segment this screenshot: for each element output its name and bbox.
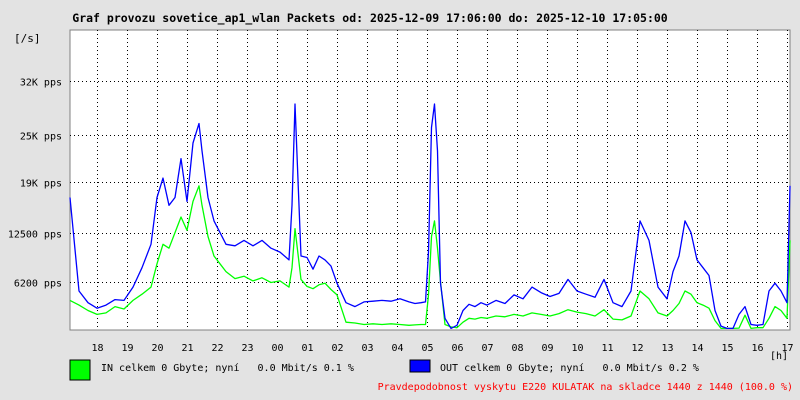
legend-in-swatch [69, 359, 91, 381]
x-tick-label: 22 [211, 343, 223, 354]
y-axis-unit-label: [/s] [14, 32, 41, 45]
series-line-out [69, 103, 791, 330]
x-tick-label: 17 [781, 343, 793, 354]
x-axis-unit-label: [h] [770, 351, 788, 362]
y-tick-labels: 6200 pps 12500 pps 19K pps 25K pps 32K pps [8, 78, 62, 290]
x-tick-label: 14 [691, 343, 703, 354]
x-tick-label: 08 [511, 343, 523, 354]
y-tick-label: 12500 pps [8, 230, 62, 241]
x-tick-label: 23 [241, 343, 253, 354]
y-tick-label: 32K pps [20, 78, 62, 89]
footer-note: Pravdepodobnost vyskytu E220 KULATAK na … [378, 382, 793, 393]
x-tick-label: 07 [481, 343, 493, 354]
x-tick-label: 12 [631, 343, 643, 354]
x-tick-label: 09 [541, 343, 553, 354]
x-tick-label: 00 [271, 343, 283, 354]
x-tick-label: 20 [151, 343, 163, 354]
x-tick-label: 02 [331, 343, 343, 354]
y-tick-label: 25K pps [20, 132, 62, 143]
chart-title: Graf provozu sovetice_ap1_wlan Packets o… [72, 11, 668, 26]
x-tick-label: 10 [571, 343, 583, 354]
x-tick-label: 13 [661, 343, 673, 354]
x-tick-label: 19 [121, 343, 133, 354]
x-tick-label: 21 [181, 343, 193, 354]
x-tick-labels: 18 19 20 21 22 23 00 01 02 03 04 05 06 07 08 09 10 11 12 13… [91, 343, 793, 354]
x-tick-label: 06 [451, 343, 463, 354]
x-tick-label: 11 [601, 343, 613, 354]
series-group [69, 103, 791, 330]
series-line-in [69, 185, 791, 330]
x-tick-label: 15 [721, 343, 733, 354]
y-tick-label: 6200 pps [14, 279, 62, 290]
x-tick-label: 03 [361, 343, 373, 354]
legend-out-text: OUT celkem 0 Gbyte; nyní 0.0 Mbit/s 0.2 … [440, 362, 699, 374]
x-tick-label: 18 [91, 343, 103, 354]
x-tick-label: 01 [301, 343, 313, 354]
legend-in-text: IN celkem 0 Gbyte; nyní 0.0 Mbit/s 0.1 % [101, 362, 354, 374]
y-tick-label: 19K pps [20, 179, 62, 190]
x-tick-label: 04 [391, 343, 403, 354]
x-tick-label: 16 [751, 343, 763, 354]
legend-out-swatch [409, 359, 431, 373]
x-tick-label: 05 [421, 343, 433, 354]
